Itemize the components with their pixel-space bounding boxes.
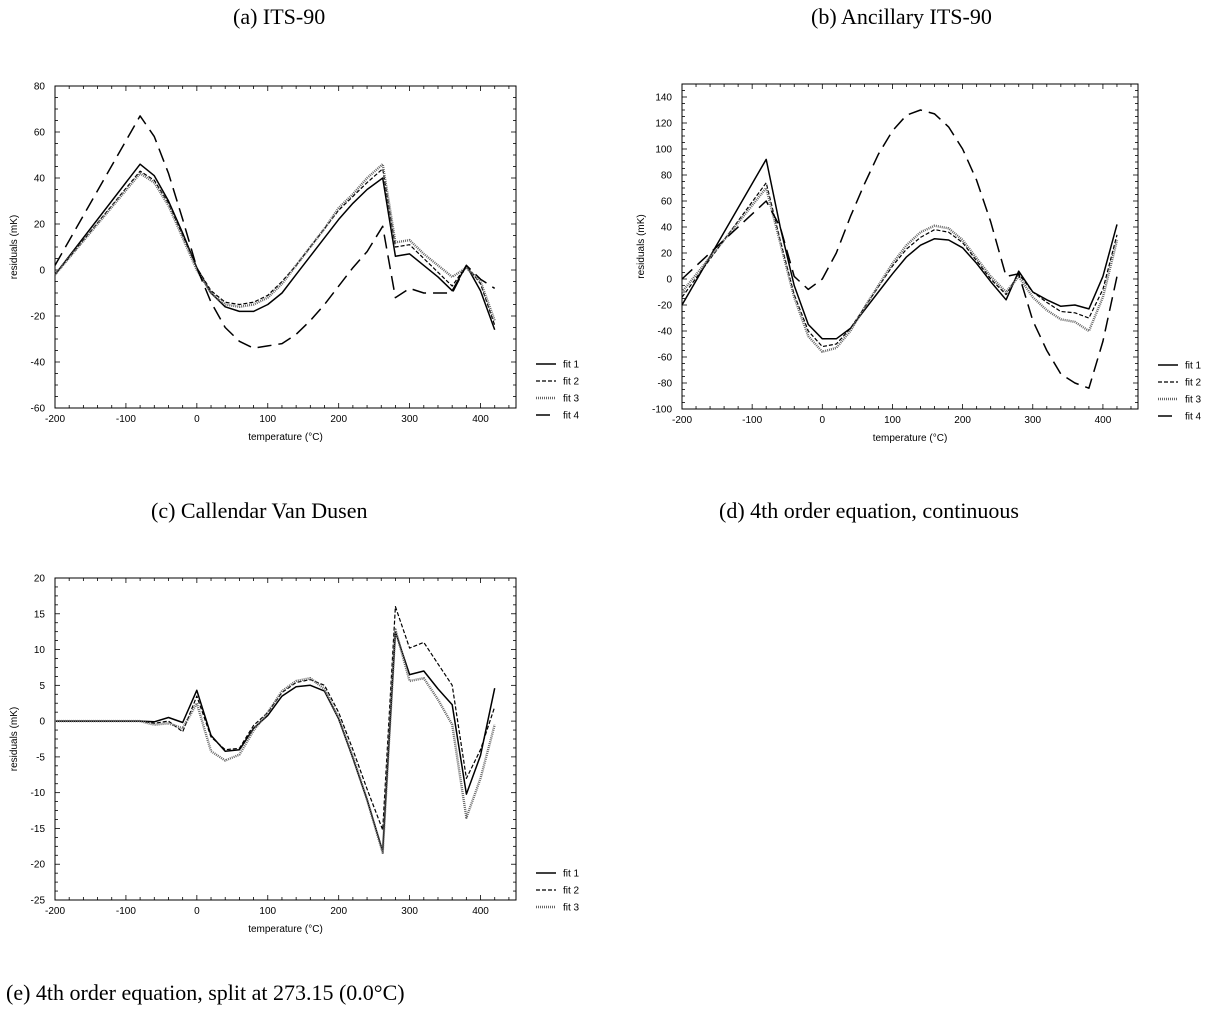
x-axis-label: temperature (°C) xyxy=(873,433,948,444)
x-axis-label: temperature (°C) xyxy=(248,432,323,443)
series-line-fit-1 xyxy=(54,163,496,331)
y-axis-label: residuals (mK) xyxy=(636,214,647,278)
y-tick-label: -100 xyxy=(652,405,672,416)
y-tick-label: -20 xyxy=(31,860,46,871)
y-tick-label: -20 xyxy=(31,312,46,323)
legend-entry: fit 1 xyxy=(1185,361,1202,372)
x-tick-label: -100 xyxy=(742,415,762,426)
x-tick-label: 200 xyxy=(954,415,971,426)
x-tick-label: -100 xyxy=(116,414,136,425)
x-tick-label: 0 xyxy=(820,415,826,426)
y-tick-label: 0 xyxy=(666,275,672,286)
series-line-fit-3 xyxy=(54,163,496,322)
legend-entry: fit 2 xyxy=(563,377,580,388)
plot-frame xyxy=(54,85,517,409)
x-tick-label: -200 xyxy=(45,906,65,917)
x-tick-label: 200 xyxy=(330,414,347,425)
caption-c: (c) Callendar Van Dusen xyxy=(151,498,368,523)
y-tick-label: 20 xyxy=(34,220,46,231)
caption-a: (a) ITS-90 xyxy=(233,4,326,29)
y-tick-label: 60 xyxy=(661,197,673,208)
y-tick-label: -15 xyxy=(31,824,46,835)
legend-entry: fit 4 xyxy=(1185,412,1202,423)
series-line-fit-4 xyxy=(681,109,1118,389)
x-tick-label: 400 xyxy=(472,906,489,917)
y-tick-label: 15 xyxy=(34,609,46,620)
chart-panel1: -200 -100 0 100 200 300 400-60-40-20020406080t… xyxy=(9,82,580,444)
series-line-fit-4 xyxy=(54,115,496,349)
y-tick-label: 20 xyxy=(34,574,46,585)
series-line-fit-2 xyxy=(54,168,496,326)
y-tick-label: -40 xyxy=(658,327,673,338)
chart-panel2: -200 -100 0 100 200 300 400-100-80-60-40-20020… xyxy=(636,83,1202,444)
legend-entry: fit 1 xyxy=(563,869,580,880)
series-line-fit-2 xyxy=(681,182,1118,348)
y-tick-label: 20 xyxy=(661,249,673,260)
legend-entry: fit 1 xyxy=(563,360,580,371)
x-tick-label: 0 xyxy=(194,906,200,917)
x-tick-label: 0 xyxy=(194,414,200,425)
y-tick-label: -40 xyxy=(31,358,46,369)
legend-entry: fit 3 xyxy=(563,903,580,914)
y-tick-label: -60 xyxy=(658,353,673,364)
x-tick-label: 300 xyxy=(401,414,418,425)
x-tick-label: 300 xyxy=(1024,415,1041,426)
legend-entry: fit 4 xyxy=(563,411,580,422)
x-tick-label: 400 xyxy=(1095,415,1112,426)
y-tick-label: -80 xyxy=(658,379,673,390)
series-line-fit-1 xyxy=(681,158,1118,340)
plot-frame xyxy=(54,577,517,901)
y-tick-label: 0 xyxy=(39,717,45,728)
legend-entry: fit 3 xyxy=(1185,395,1202,406)
chart-panel3: -200 -100 0 100 200 300 400 -25 -20 -15 -10 -5 0 5 10 1… xyxy=(9,574,580,936)
y-tick-label: -25 xyxy=(31,896,46,907)
y-tick-label: 60 xyxy=(34,128,46,139)
y-tick-label: 5 xyxy=(39,681,45,692)
x-tick-label: 300 xyxy=(401,906,418,917)
y-tick-label: 100 xyxy=(655,145,672,156)
caption-d: (d) 4th order equation, continuous xyxy=(719,498,1019,523)
legend-entry: fit 3 xyxy=(563,394,580,405)
x-tick-label: 200 xyxy=(330,906,347,917)
series-line-fit-3 xyxy=(681,186,1119,353)
series-line-fit-3 xyxy=(55,628,496,854)
legend-entry: fit 2 xyxy=(1185,378,1202,389)
caption-e: (e) 4th order equation, split at 273.15 … xyxy=(6,980,405,1005)
y-tick-label: 0 xyxy=(39,266,45,277)
x-tick-label: -100 xyxy=(116,906,136,917)
y-axis-label: residuals (mK) xyxy=(9,707,20,771)
y-tick-label: -10 xyxy=(31,788,46,799)
y-axis-label: residuals (mK) xyxy=(9,215,20,279)
series-line-fit-2 xyxy=(55,606,496,831)
x-tick-label: 100 xyxy=(259,414,276,425)
x-tick-label: 400 xyxy=(472,414,489,425)
series-line-fit-1 xyxy=(55,630,496,853)
y-tick-label: 140 xyxy=(655,93,672,104)
x-tick-label: 100 xyxy=(884,415,901,426)
legend-entry: fit 2 xyxy=(563,886,580,897)
y-tick-label: 40 xyxy=(661,223,673,234)
x-axis-label: temperature (°C) xyxy=(248,924,323,935)
y-tick-label: 80 xyxy=(661,171,673,182)
y-tick-label: 40 xyxy=(34,174,46,185)
y-tick-label: 120 xyxy=(655,119,672,130)
y-tick-label: 80 xyxy=(34,82,46,93)
y-tick-label: -60 xyxy=(31,404,46,415)
plot-frame xyxy=(681,83,1139,410)
y-tick-label: 10 xyxy=(34,645,46,656)
x-tick-label: 100 xyxy=(259,906,276,917)
x-tick-label: -200 xyxy=(45,414,65,425)
caption-b: (b) Ancillary ITS-90 xyxy=(811,4,992,29)
x-tick-label: -200 xyxy=(672,415,692,426)
y-tick-label: -20 xyxy=(658,301,673,312)
y-tick-label: -5 xyxy=(36,752,45,763)
